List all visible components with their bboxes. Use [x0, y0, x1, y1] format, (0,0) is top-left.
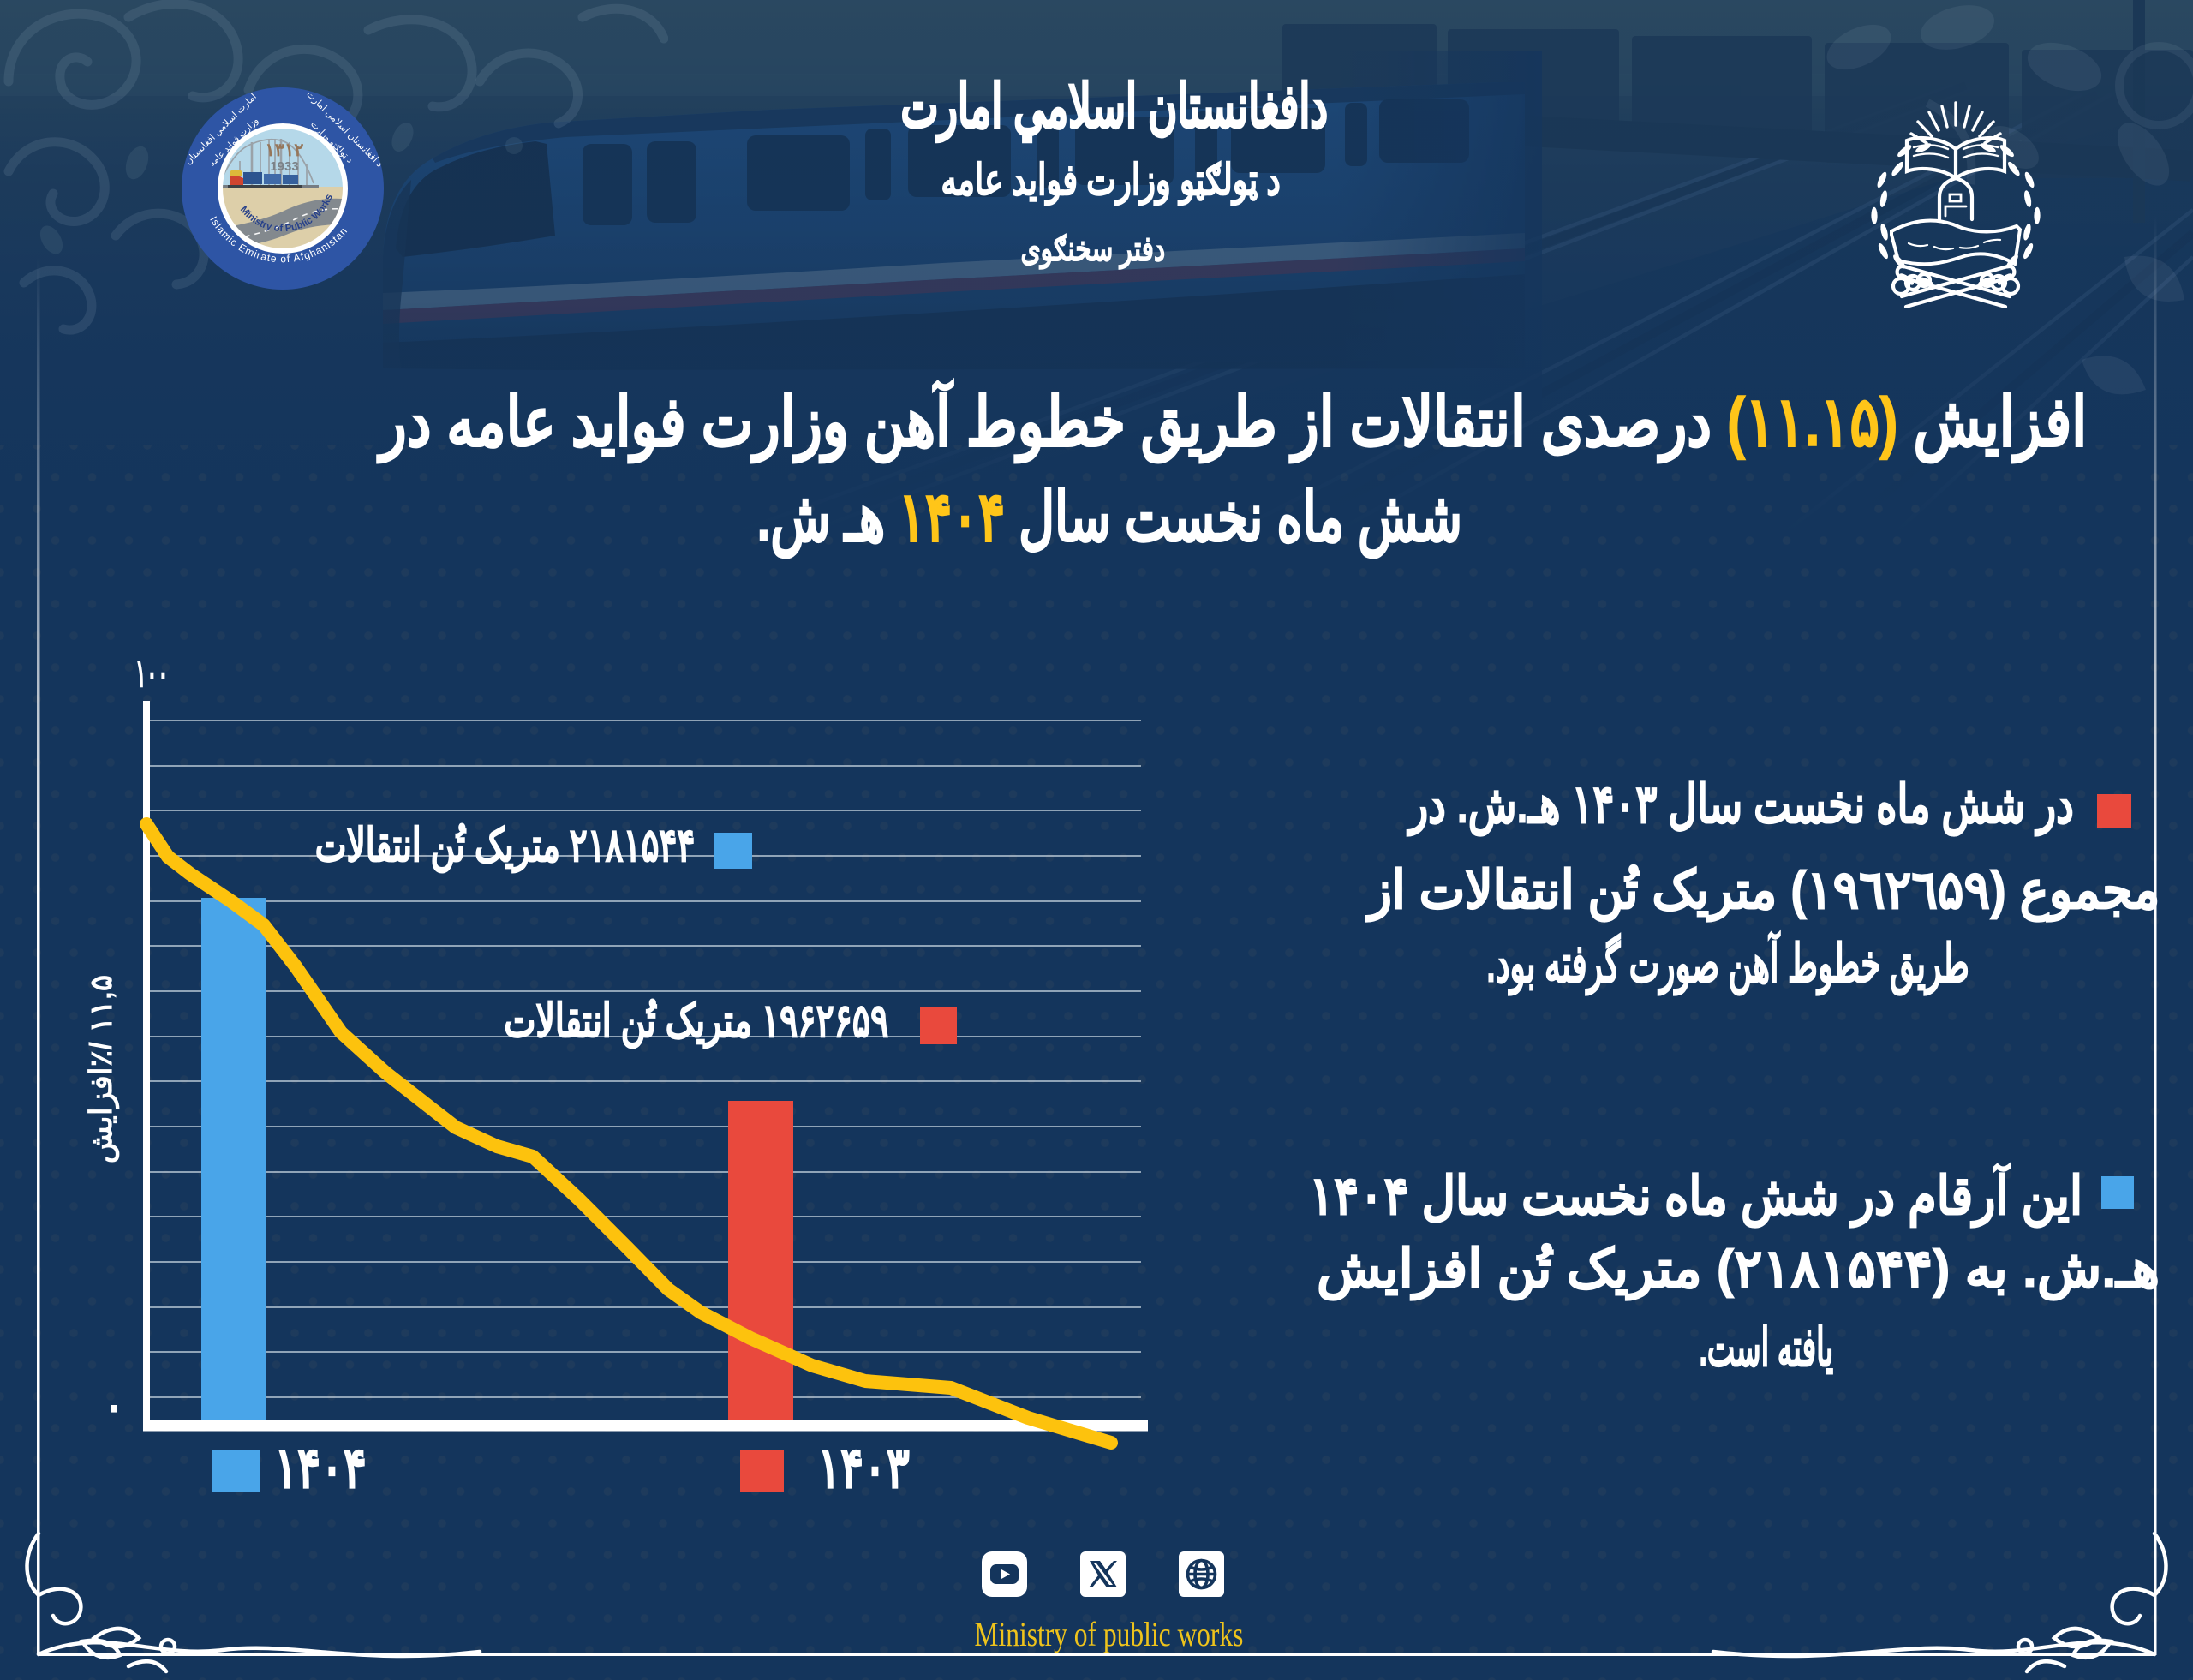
- svg-text:1933: 1933: [270, 159, 298, 174]
- svg-text:۱۳۱۲: ۱۳۱۲: [265, 140, 303, 160]
